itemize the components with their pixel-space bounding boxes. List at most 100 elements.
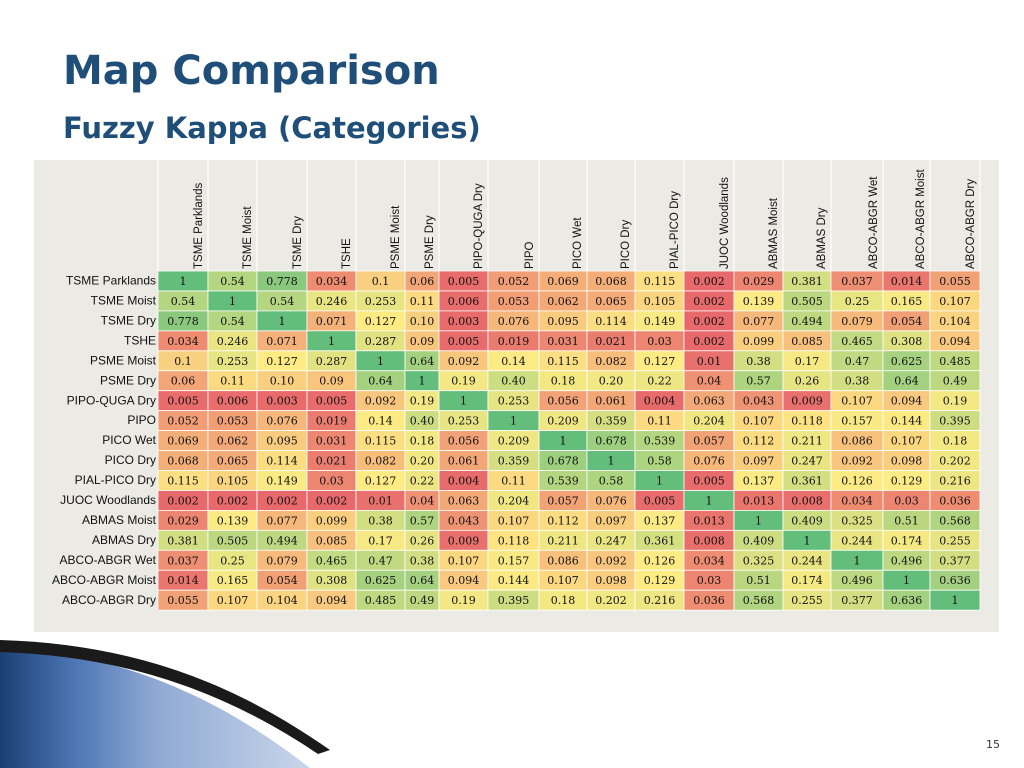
- cell-value: 0.054: [891, 315, 923, 328]
- cell-value: 0.381: [791, 275, 823, 288]
- cell-value: 0.47: [368, 554, 393, 567]
- cell-value: 0.246: [316, 295, 348, 308]
- cell-value: 1: [279, 315, 286, 328]
- cell-value: 0.062: [547, 295, 579, 308]
- cell-value: 1: [419, 375, 426, 388]
- row-label: PSME Dry: [100, 373, 156, 387]
- column-label: PICO Dry: [620, 220, 632, 269]
- cell-value: 0.013: [693, 514, 725, 527]
- cell-value: 0.539: [644, 435, 676, 448]
- cell-value: 0.377: [841, 594, 873, 607]
- cell-value: 0.005: [448, 275, 480, 288]
- cell-value: 0.076: [266, 415, 298, 428]
- cell-value: 0.107: [498, 514, 530, 527]
- cell-value: 0.005: [448, 335, 480, 348]
- cell-value: 0.381: [167, 534, 199, 547]
- cell-value: 0.099: [743, 335, 775, 348]
- cell-value: 0.021: [595, 335, 627, 348]
- cell-value: 0.03: [697, 574, 722, 587]
- cell-value: 0.094: [939, 335, 971, 348]
- cell-value: 0.008: [791, 494, 823, 507]
- cell-value: 0.127: [266, 355, 298, 368]
- cell-value: 0.036: [693, 594, 725, 607]
- cell-value: 0.104: [939, 315, 971, 328]
- cell-value: 0.505: [217, 534, 249, 547]
- cell-value: 0.244: [791, 554, 823, 567]
- cell-value: 0.395: [939, 415, 971, 428]
- cell-value: 1: [460, 395, 467, 408]
- cell-value: 0.10: [410, 315, 435, 328]
- cell-value: 0.09: [410, 335, 435, 348]
- cell-value: 0.359: [498, 455, 530, 468]
- cell-value: 0.055: [167, 594, 199, 607]
- cell-value: 0.139: [743, 295, 775, 308]
- cell-value: 0.056: [448, 435, 480, 448]
- cell-value: 0.253: [448, 415, 480, 428]
- cell-value: 0.115: [167, 474, 199, 487]
- cell-value: 0.052: [167, 415, 199, 428]
- cell-value: 0.54: [220, 315, 245, 328]
- cell-value: 0.1: [372, 275, 390, 288]
- fuzzy-kappa-heatmap: TSME Parklands TSME Moist TSME Dry TSHE PSME…: [52, 160, 981, 611]
- cell-value: 0.137: [743, 474, 775, 487]
- cell-value: 0.057: [547, 494, 579, 507]
- cell-value: 0.092: [365, 395, 397, 408]
- cell-value: 0.40: [501, 375, 526, 388]
- cell-value: 0.002: [693, 275, 725, 288]
- cell-value: 0.115: [644, 275, 676, 288]
- cell-value: 0.209: [547, 415, 579, 428]
- cell-value: 0.127: [365, 315, 397, 328]
- cell-value: 0.165: [891, 295, 923, 308]
- cell-value: 0.031: [316, 435, 348, 448]
- cell-value: 0.325: [841, 514, 873, 527]
- column-label: ABCO-ABGR Wet: [868, 176, 880, 269]
- cell-value: 0.085: [791, 335, 823, 348]
- row-label: PIPO: [127, 413, 156, 427]
- cell-value: 0.149: [644, 315, 676, 328]
- row-label: PIAL-PICO Dry: [75, 473, 156, 487]
- row-label: TSME Dry: [101, 313, 156, 327]
- cell-value: 1: [854, 554, 861, 567]
- cell-value: 0.034: [693, 554, 725, 567]
- cell-value: 0.11: [220, 375, 245, 388]
- cell-value: 0.065: [595, 295, 627, 308]
- column-label: ABCO-ABGR Moist: [915, 169, 927, 269]
- cell-value: 0.361: [791, 474, 823, 487]
- cell-value: 0.496: [841, 574, 873, 587]
- cell-value: 0.174: [791, 574, 823, 587]
- cell-value: 0.625: [365, 574, 397, 587]
- cell-value: 0.51: [894, 514, 919, 527]
- cell-value: 0.778: [266, 275, 298, 288]
- cell-value: 0.202: [939, 455, 971, 468]
- row-label: ABCO-ABGR Wet: [60, 553, 157, 567]
- heatmap-cell: [929, 589, 981, 611]
- cell-value: 0.494: [266, 534, 298, 547]
- cell-value: 0.11: [647, 415, 672, 428]
- decorative-swoosh: [0, 640, 330, 768]
- cell-value: 0.287: [316, 355, 348, 368]
- cell-value: 0.64: [410, 355, 435, 368]
- row-label: PIPO-QUGA Dry: [67, 393, 156, 407]
- cell-value: 0.54: [220, 275, 245, 288]
- cell-value: 0.095: [547, 315, 579, 328]
- cell-value: 0.465: [316, 554, 348, 567]
- cell-value: 0.253: [365, 295, 397, 308]
- cell-value: 0.247: [595, 534, 627, 547]
- cell-value: 0.037: [841, 275, 873, 288]
- cell-value: 0.104: [266, 594, 298, 607]
- cell-value: 0.06: [171, 375, 196, 388]
- cell-value: 0.03: [647, 335, 672, 348]
- cell-value: 0.094: [891, 395, 923, 408]
- cell-value: 0.105: [217, 474, 249, 487]
- cell-value: 0.04: [410, 494, 435, 507]
- cell-value: 0.253: [217, 355, 249, 368]
- cell-value: 0.247: [791, 455, 823, 468]
- cell-value: 0.008: [693, 534, 725, 547]
- cell-value: 0.076: [498, 315, 530, 328]
- cell-value: 0.01: [368, 494, 393, 507]
- cell-value: 0.139: [217, 514, 249, 527]
- cell-value: 0.19: [410, 395, 435, 408]
- column-label: ABMAS Moist: [768, 197, 780, 269]
- cell-value: 0.002: [217, 494, 249, 507]
- slide-title: Map Comparison: [63, 48, 440, 94]
